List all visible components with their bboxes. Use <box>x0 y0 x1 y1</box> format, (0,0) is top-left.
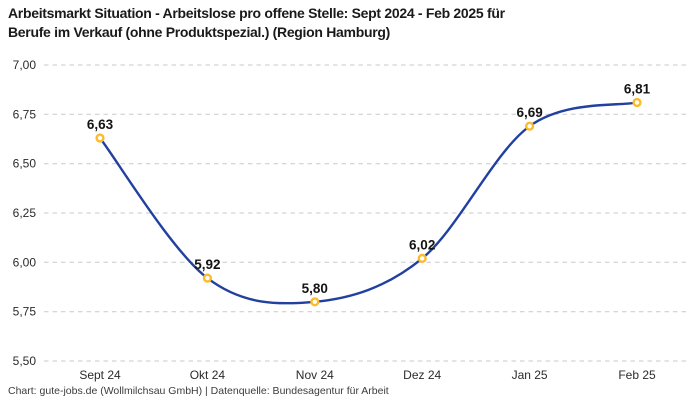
y-tick-label: 7,00 <box>13 58 37 72</box>
x-tick-label: Dez 24 <box>403 368 441 382</box>
data-point-labels-layer: 6,63 5,92 5,80 6,02 6,69 6,81 <box>87 82 651 296</box>
chart-credit: Chart: gute-jobs.de (Wollmilchsau GmbH) … <box>8 385 389 397</box>
y-tick-label: 6,00 <box>13 255 37 269</box>
data-point-label: 6,69 <box>516 105 542 120</box>
data-point-marker <box>310 297 320 307</box>
x-axis-tick-labels: Sept 24 Okt 24 Nov 24 Dez 24 Jan 25 Feb 25 <box>79 368 656 382</box>
data-point-marker <box>202 273 213 283</box>
y-axis-tick-labels: 7,00 6,75 6,50 6,25 6,00 5,75 5,50 <box>13 58 37 368</box>
data-point-markers-layer <box>95 97 642 307</box>
y-tick-label: 5,50 <box>13 354 37 368</box>
y-tick-label: 5,75 <box>13 305 37 319</box>
chart-title: Arbeitsmarkt Situation - Arbeitslose pro… <box>8 4 692 42</box>
data-point-label: 5,92 <box>194 257 220 272</box>
data-point-label: 5,80 <box>302 281 328 296</box>
data-point-marker <box>95 133 105 143</box>
y-tick-label: 6,25 <box>13 206 37 220</box>
data-point-marker <box>632 97 642 108</box>
y-tick-label: 6,75 <box>13 107 37 121</box>
chart-title-line-2: Berufe im Verkauf (ohne Produktspezial.)… <box>8 24 390 40</box>
data-point-marker <box>417 253 427 264</box>
x-tick-label: Jan 25 <box>512 368 548 382</box>
x-tick-label: Feb 25 <box>618 368 656 382</box>
x-tick-label: Okt 24 <box>190 368 226 382</box>
series-line <box>98 101 639 305</box>
chart-title-line-1: Arbeitsmarkt Situation - Arbeitslose pro… <box>8 5 505 21</box>
x-tick-label: Nov 24 <box>296 368 334 382</box>
gridlines-layer <box>44 64 690 362</box>
series-line-layer <box>98 101 639 305</box>
data-point-marker <box>524 121 535 131</box>
data-point-label: 6,81 <box>624 82 651 97</box>
data-point-label: 6,63 <box>87 117 114 132</box>
x-tick-label: Sept 24 <box>79 368 121 382</box>
data-point-label: 6,02 <box>409 237 435 252</box>
y-tick-label: 6,50 <box>13 157 37 171</box>
